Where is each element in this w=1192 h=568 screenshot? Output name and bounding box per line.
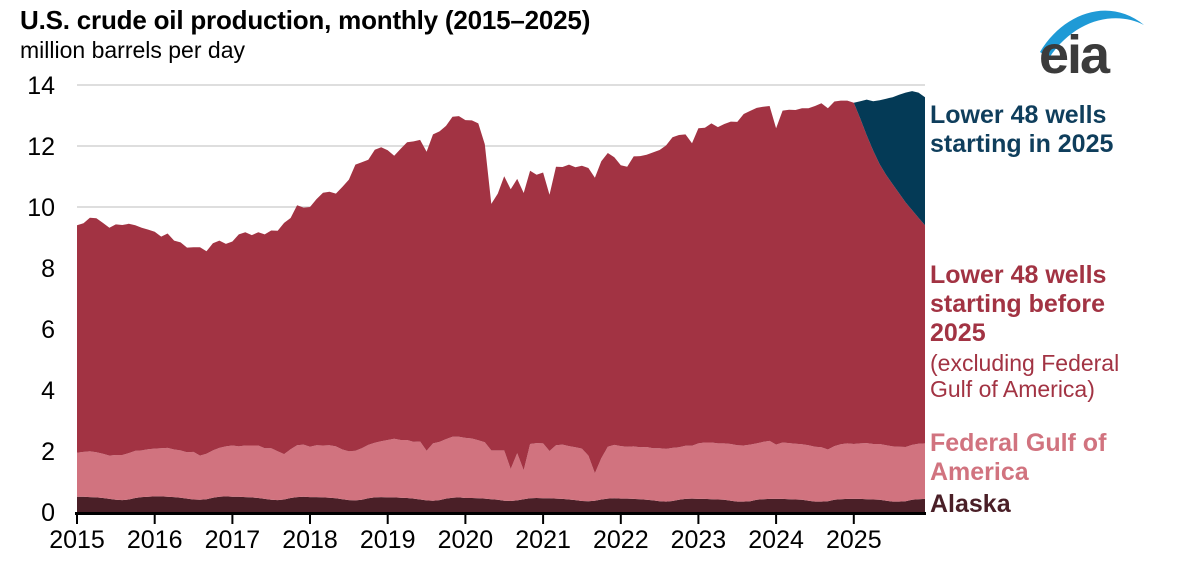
area-gom [77, 436, 925, 502]
x-tick-label-2017: 2017 [205, 526, 261, 554]
y-tick-label-12: 12 [27, 133, 55, 161]
area-lower48_before [77, 100, 925, 474]
area-alaska [77, 496, 925, 512]
legend-lower48-before-note: (excluding Federal Gulf of America) [930, 350, 1120, 403]
x-tick-label-2025: 2025 [826, 526, 882, 554]
x-tick-label-2020: 2020 [438, 526, 494, 554]
y-tick-label-6: 6 [41, 316, 55, 344]
page-title: U.S. crude oil production, monthly (2015… [20, 5, 591, 35]
x-tick-label-2018: 2018 [282, 526, 338, 554]
x-tick-label-2015: 2015 [49, 526, 105, 554]
x-tick-label-2016: 2016 [127, 526, 183, 554]
eia-logo: eia [1036, 2, 1148, 85]
x-tick-label-2024: 2024 [748, 526, 804, 554]
y-tick-label-2: 2 [41, 438, 55, 466]
y-tick-label-10: 10 [27, 194, 55, 222]
axis-units-label: million barrels per day [20, 37, 245, 63]
legend-federal-gulf-of-america: Federal Gulf of America [930, 429, 1107, 486]
legend-lower48-starting-2025: Lower 48 wells starting in 2025 [930, 101, 1114, 158]
x-tick-label-2021: 2021 [515, 526, 571, 554]
eia-logo-swoosh-icon [1040, 10, 1144, 58]
y-tick-label-14: 14 [27, 72, 55, 100]
x-tick-label-2022: 2022 [593, 526, 649, 554]
legend-alaska: Alaska [930, 490, 1011, 518]
legend-lower48-before-2025: Lower 48 wells starting before 2025 [930, 261, 1107, 347]
eia-logo-text: eia [1039, 25, 1111, 78]
x-tick-label-2023: 2023 [671, 526, 727, 554]
y-tick-label-8: 8 [41, 255, 55, 283]
y-tick-label-4: 4 [41, 377, 55, 405]
y-tick-label-0: 0 [41, 499, 55, 527]
x-tick-label-2019: 2019 [360, 526, 416, 554]
